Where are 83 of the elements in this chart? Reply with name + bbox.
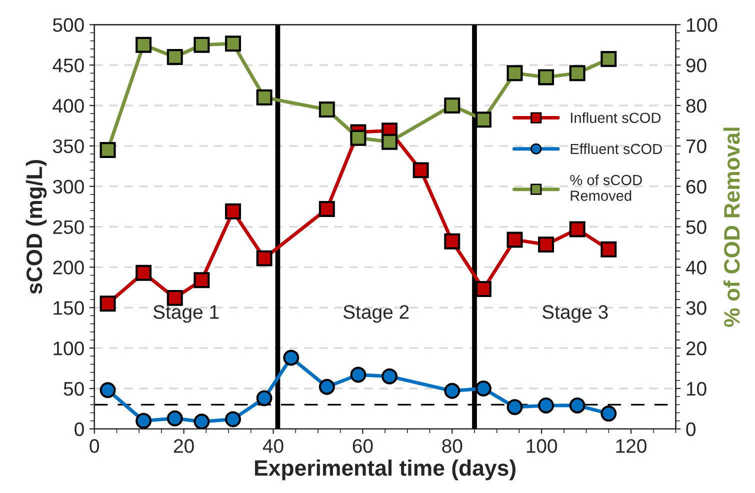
point bbox=[256, 390, 272, 406]
point bbox=[506, 65, 523, 82]
y2-tick-label: 100 bbox=[686, 18, 718, 32]
point bbox=[194, 272, 210, 288]
y-tick-label: 100 bbox=[54, 342, 84, 356]
annotation: Stage 2 bbox=[343, 305, 409, 323]
y-tick-label: 300 bbox=[52, 180, 84, 194]
point bbox=[318, 201, 335, 217]
point bbox=[225, 411, 241, 428]
point bbox=[600, 241, 617, 258]
legend-label: Effluent sCOD bbox=[570, 143, 662, 154]
annotation: Stage 3 bbox=[542, 305, 608, 323]
y-tick-label: 0 bbox=[74, 422, 84, 436]
point bbox=[318, 378, 335, 395]
point bbox=[475, 281, 492, 298]
point bbox=[100, 296, 116, 312]
y2-tick-label: 40 bbox=[686, 260, 706, 274]
point bbox=[444, 233, 460, 250]
y-tick-label: 250 bbox=[53, 220, 84, 234]
x-axis-title: Experimental time (days) bbox=[255, 460, 516, 480]
point bbox=[382, 134, 398, 150]
y-tick-label: 400 bbox=[52, 98, 84, 113]
x-tick-label: 80 bbox=[442, 439, 462, 453]
point bbox=[506, 399, 523, 416]
y-tick-label: 200 bbox=[53, 260, 84, 274]
y2-tick-label: 0 bbox=[686, 422, 696, 436]
point bbox=[600, 51, 617, 67]
point bbox=[569, 221, 586, 238]
point bbox=[538, 69, 554, 86]
point bbox=[194, 414, 210, 429]
point bbox=[444, 382, 460, 399]
x-tick-label: 0 bbox=[90, 439, 100, 453]
point bbox=[350, 130, 366, 146]
point bbox=[136, 412, 152, 429]
point bbox=[538, 236, 554, 253]
point bbox=[136, 264, 152, 281]
y2-tick-label: 30 bbox=[686, 301, 706, 315]
y2-tick-label: 10 bbox=[686, 382, 706, 396]
legend-label: Influent sCOD bbox=[571, 112, 661, 124]
point bbox=[444, 98, 460, 114]
point bbox=[166, 49, 183, 65]
x-tick-label: 60 bbox=[352, 439, 373, 453]
x-tick-label: 120 bbox=[616, 439, 646, 453]
y2-tick-label: 90 bbox=[686, 58, 706, 72]
point bbox=[225, 203, 241, 220]
point bbox=[318, 102, 335, 118]
point bbox=[569, 397, 586, 414]
y-tick-label: 350 bbox=[52, 139, 84, 154]
y-tick-label: 500 bbox=[52, 18, 84, 32]
x-tick-label: 100 bbox=[526, 439, 558, 453]
y2-tick-label: 50 bbox=[686, 220, 706, 234]
point bbox=[100, 142, 116, 158]
y-axis-title: sCOD (mg/L) bbox=[26, 160, 47, 294]
y2-tick-label: 80 bbox=[686, 98, 706, 113]
y-tick-label: 150 bbox=[54, 301, 84, 315]
legend-label: % of sCOD Removed bbox=[570, 174, 642, 201]
point bbox=[475, 380, 492, 396]
point bbox=[100, 382, 116, 398]
point bbox=[256, 89, 272, 106]
y2-tick-label: 20 bbox=[686, 342, 706, 356]
point bbox=[569, 65, 586, 82]
point bbox=[538, 397, 554, 414]
y2-axis-title: % of COD Removal bbox=[723, 128, 740, 327]
point bbox=[256, 250, 272, 266]
point bbox=[382, 368, 398, 384]
point bbox=[194, 36, 210, 53]
x-tick-label: 20 bbox=[174, 439, 194, 453]
point bbox=[600, 406, 617, 422]
point bbox=[412, 162, 429, 178]
point bbox=[166, 410, 183, 426]
point bbox=[136, 36, 152, 53]
point bbox=[350, 366, 366, 383]
point bbox=[225, 36, 241, 52]
point bbox=[506, 232, 523, 248]
y-tick-label: 50 bbox=[64, 382, 84, 396]
y2-tick-label: 70 bbox=[686, 139, 706, 154]
annotation: Stage 1 bbox=[153, 305, 219, 323]
y-tick-label: 450 bbox=[52, 58, 84, 72]
y2-tick-label: 60 bbox=[686, 180, 706, 194]
point bbox=[475, 112, 492, 128]
point bbox=[166, 290, 183, 306]
x-tick-label: 40 bbox=[262, 439, 284, 453]
point bbox=[283, 350, 300, 366]
